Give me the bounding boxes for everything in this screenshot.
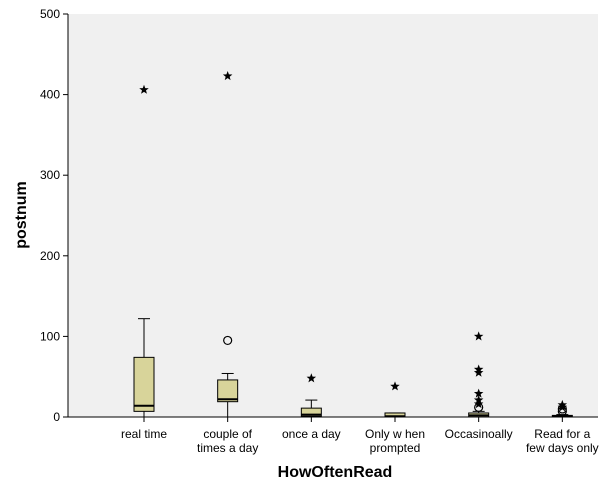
x-tick-label-line: Occasinoally	[445, 427, 513, 441]
x-tick-label-line: few days only	[526, 441, 599, 455]
box-group	[551, 399, 573, 422]
box-group	[300, 373, 322, 422]
box	[300, 407, 322, 417]
x-tick-label-line: Only w hen	[365, 427, 425, 441]
x-tick-label-line: couple of	[203, 427, 252, 441]
boxes-layer	[133, 71, 573, 422]
x-tick-label-line: once a day	[282, 427, 341, 441]
y-tick-label: 200	[40, 249, 60, 263]
outlier-star	[306, 373, 317, 383]
outlier-star	[473, 388, 484, 398]
x-axis-labels: real time couple of times a day once a day O…	[121, 427, 599, 455]
outlier-star	[222, 71, 233, 81]
x-tick-label: couple of times a day	[197, 427, 258, 455]
outlier-star	[390, 381, 400, 391]
y-tick-label: 100	[40, 329, 60, 343]
x-tick-label: once a day	[282, 427, 341, 441]
y-tick-label: 300	[40, 168, 60, 182]
x-tick-label-line: prompted	[370, 441, 421, 455]
y-axis-ticks: 0 100 200 300 400 500	[40, 7, 68, 424]
box-group	[384, 381, 406, 422]
box-group	[468, 331, 490, 422]
y-tick-label: 400	[40, 88, 60, 102]
outlier-star	[473, 367, 484, 377]
outlier-star	[139, 84, 149, 94]
box-group	[133, 84, 155, 422]
x-tick-label: Only w hen prompted	[365, 427, 425, 455]
x-tick-label: Read for a few days only	[526, 427, 599, 455]
plot-area	[68, 14, 598, 417]
x-tick-label: real time	[121, 427, 167, 441]
outlier-star	[473, 331, 484, 341]
x-axis-title: HowOftenRead	[278, 464, 393, 481]
outlier-star	[557, 402, 568, 412]
y-tick-label: 0	[53, 410, 60, 424]
outlier-circle	[223, 335, 233, 346]
box-group	[217, 71, 239, 422]
outlier-star	[473, 399, 484, 409]
x-tick-label-line: Read for a	[534, 427, 590, 441]
box	[133, 356, 155, 412]
x-tick-label-line: real time	[121, 427, 167, 441]
x-tick-label-line: times a day	[197, 441, 258, 455]
y-axis-title: postnum	[13, 181, 30, 249]
y-tick-label: 500	[40, 7, 60, 21]
x-tick-label: Occasinoally	[445, 427, 513, 441]
box	[217, 379, 239, 403]
